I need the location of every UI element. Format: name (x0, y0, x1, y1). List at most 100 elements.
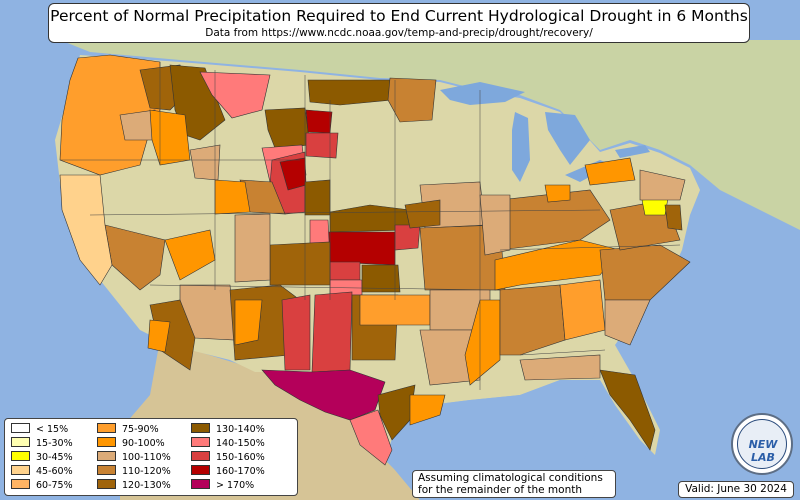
legend-item: 75-90% (97, 423, 159, 435)
legend-label: 160-170% (216, 466, 265, 477)
legend-item: 30-45% (11, 451, 73, 463)
legend-swatch (191, 479, 210, 489)
legend-swatch (191, 423, 210, 433)
legend-swatch (97, 423, 116, 433)
region-texas-gulf-orange (409, 394, 446, 426)
legend-label: 75-90% (122, 424, 159, 435)
region-georgia-orange (559, 279, 606, 341)
logo-text: NEW LAB (748, 438, 778, 464)
legend-item: 110-120% (97, 465, 171, 477)
legend-swatch (11, 479, 30, 489)
legend-swatch (97, 479, 116, 489)
legend-swatch (11, 465, 30, 475)
legend-item: 140-150% (191, 437, 265, 449)
legend-label: 90-100% (122, 438, 165, 449)
legend-item: 160-170% (191, 465, 265, 477)
state-borders (60, 62, 681, 390)
legend-item: 120-130% (97, 479, 171, 491)
lake-superior (440, 82, 525, 105)
lab-logo: NEW LAB (731, 413, 793, 475)
region-carolinas-tan (604, 299, 651, 346)
legend-label: 120-130% (122, 480, 171, 491)
legend-swatch (191, 451, 210, 461)
lake-ontario (615, 145, 650, 158)
region-florida-panhandle (519, 354, 601, 381)
region-ok-red (329, 261, 361, 281)
legend-item: 15-30% (11, 437, 73, 449)
legend-label: > 170% (216, 480, 255, 491)
legend-label: 45-60% (36, 466, 73, 477)
globe-icon: NEW LAB (737, 419, 787, 469)
region-illinois-tan (479, 194, 511, 256)
drought-regions (59, 54, 691, 466)
region-alabama-tan (499, 284, 566, 356)
region-nebraska-brown (304, 179, 331, 216)
region-kansas-red (394, 224, 421, 251)
legend: < 15% 15-30% 30-45% 45-60% 60-75% 75-90%… (4, 418, 298, 496)
valid-date: Valid: June 30 2024 (678, 481, 794, 498)
legend-item: 130-140% (191, 423, 265, 435)
region-northeast-tan (639, 169, 686, 201)
legend-label: 30-45% (36, 452, 73, 463)
region-mississippi-orange (464, 299, 501, 386)
legend-swatch (11, 451, 30, 461)
legend-item: > 170% (191, 479, 254, 491)
legend-item: 100-110% (97, 451, 171, 463)
region-upper-ohio-orange (544, 184, 571, 203)
legend-label: 150-160% (216, 452, 265, 463)
map-title: Percent of Normal Precipitation Required… (50, 7, 748, 25)
region-montana-pink (199, 71, 271, 119)
legend-label: 140-150% (216, 438, 265, 449)
region-arizona-orange (147, 319, 171, 353)
note-line-2: for the remainder of the month (418, 484, 583, 496)
region-maryland-yellow (641, 197, 669, 216)
legend-swatch (97, 437, 116, 447)
legend-label: < 15% (36, 424, 69, 435)
assumption-note: Assuming climatological conditions for t… (412, 470, 616, 498)
title-box: Percent of Normal Precipitation Required… (48, 3, 750, 43)
region-sw-wyoming (214, 179, 251, 215)
region-north-dakota (307, 79, 393, 106)
legend-swatch (191, 465, 210, 475)
region-pacific-northwest (59, 54, 161, 176)
legend-swatch (11, 423, 30, 433)
legend-item: 60-75% (11, 479, 73, 491)
legend-swatch (97, 451, 116, 461)
region-pa-orange (584, 157, 636, 186)
legend-swatch (97, 465, 116, 475)
region-texas-magenta (261, 369, 386, 421)
legend-swatch (191, 437, 210, 447)
region-sd-darkred (305, 109, 333, 134)
legend-item: 45-60% (11, 465, 73, 477)
note-line-1: Assuming climatological conditions (418, 472, 603, 484)
legend-label: 60-75% (36, 480, 73, 491)
canada-landmass (60, 40, 800, 230)
legend-item: 90-100% (97, 437, 165, 449)
legend-label: 15-30% (36, 438, 73, 449)
legend-label: 130-140% (216, 424, 265, 435)
region-texas-red (311, 291, 353, 373)
region-nw-wyoming (189, 144, 221, 181)
region-california-tan (59, 174, 113, 286)
region-ok-brown (361, 264, 401, 293)
region-texas-pink (349, 409, 393, 466)
region-florida-brown (599, 369, 656, 451)
legend-label: 110-120% (122, 466, 171, 477)
region-nm-orange (234, 299, 263, 346)
region-minnesota (387, 77, 437, 123)
region-utah-tan (234, 213, 271, 283)
legend-item: 150-160% (191, 451, 265, 463)
region-nm-red (281, 294, 311, 371)
region-kansas-darkred (327, 231, 396, 266)
region-colorado-brown (269, 241, 331, 286)
region-texas-gulf-brown (377, 384, 416, 441)
map-subtitle: Data from https://www.ncdc.noaa.gov/temp… (205, 27, 593, 39)
region-iowa-brown (404, 199, 441, 229)
region-sd-red (305, 132, 339, 159)
legend-label: 100-110% (122, 452, 171, 463)
legend-item: < 15% (11, 423, 68, 435)
legend-swatch (11, 437, 30, 447)
lake-huron (545, 112, 590, 165)
region-delmarva-brown (664, 204, 683, 231)
lake-michigan (512, 112, 530, 182)
